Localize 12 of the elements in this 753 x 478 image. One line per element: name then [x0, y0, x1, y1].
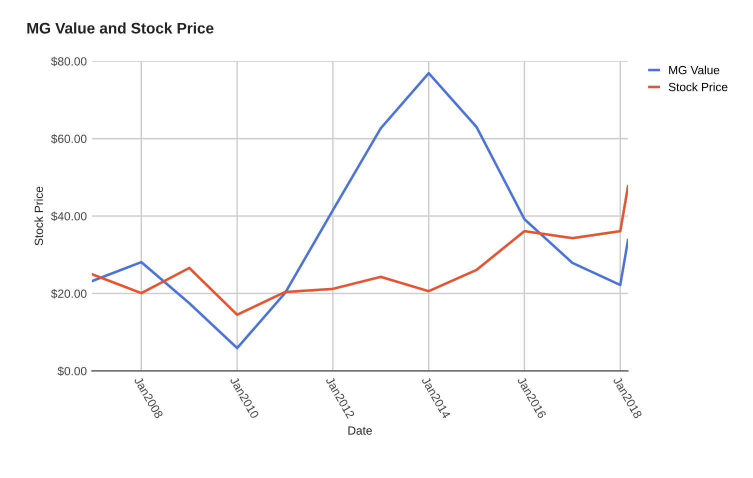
y-axis-title: Stock Price [34, 186, 44, 246]
y-tick-label: $80.00 [51, 56, 87, 66]
y-tick-label: $0.00 [58, 366, 87, 376]
y-tick-label: $20.00 [51, 289, 87, 299]
y-tick-label: $60.00 [51, 134, 87, 144]
y-tick-label: $40.00 [51, 212, 87, 222]
line-series [92, 72, 628, 350]
legend-label: MG Value [669, 66, 720, 74]
legend-label: Stock Price [668, 82, 728, 92]
chart-title: MG Value and Stock Price [27, 22, 214, 34]
x-axis-title: Date [348, 426, 372, 435]
line-series [92, 184, 628, 316]
